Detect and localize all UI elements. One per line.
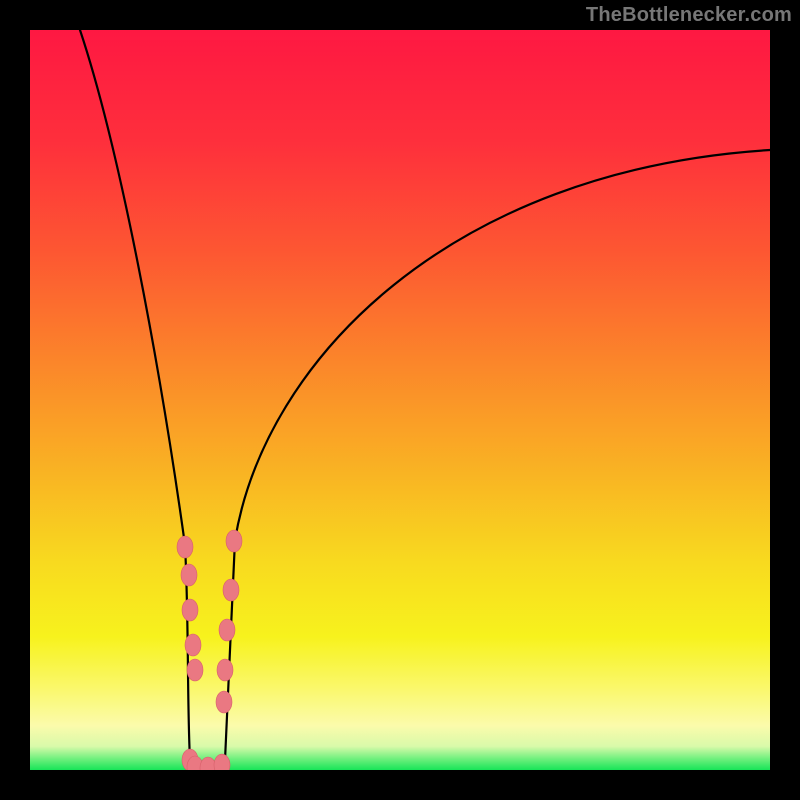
- data-marker: [217, 659, 233, 681]
- data-marker: [219, 619, 235, 641]
- figure-container: TheBottlenecker.com: [0, 0, 800, 800]
- watermark-text: TheBottlenecker.com: [586, 4, 792, 27]
- data-marker: [181, 564, 197, 586]
- chart-svg: [30, 30, 770, 770]
- data-marker: [226, 530, 242, 552]
- data-marker: [223, 579, 239, 601]
- data-marker: [177, 536, 193, 558]
- data-marker: [216, 691, 232, 713]
- data-marker: [182, 599, 198, 621]
- data-marker: [187, 659, 203, 681]
- plot-area: [30, 30, 770, 770]
- data-marker: [185, 634, 201, 656]
- chart-background: [30, 30, 770, 770]
